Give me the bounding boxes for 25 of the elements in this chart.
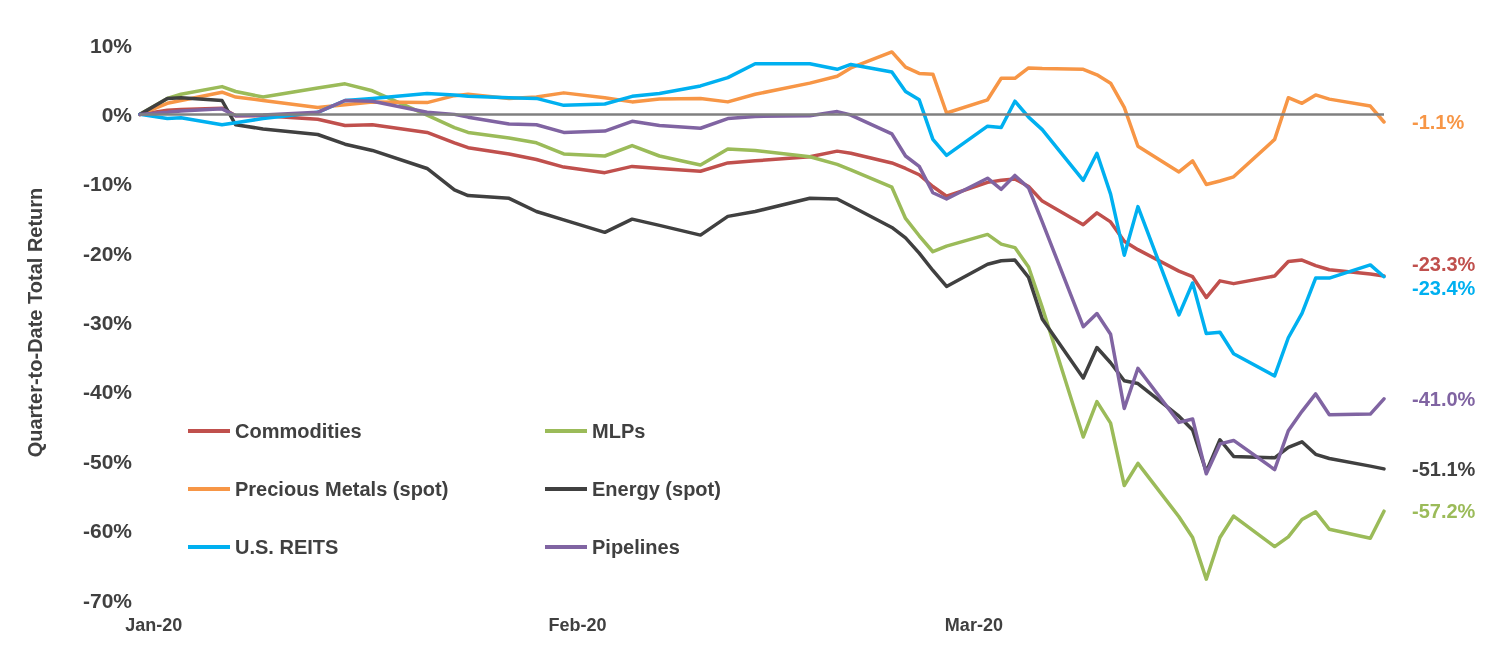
legend-label: Precious Metals (spot) — [235, 478, 449, 500]
data-label: -41.0% — [1412, 387, 1476, 410]
data-label: -23.3% — [1412, 253, 1476, 276]
x-tick-label: Mar-20 — [944, 615, 1003, 635]
y-tick-label: -40% — [82, 380, 133, 404]
legend-label: Pipelines — [592, 536, 680, 558]
y-tick-label: -10% — [82, 172, 133, 196]
y-tick-label: -60% — [82, 519, 133, 543]
y-tick-label: 10% — [89, 33, 133, 57]
x-tick-label: Jan-20 — [125, 615, 183, 635]
legend-label: Commodities — [235, 420, 362, 442]
legend-label: MLPs — [592, 420, 646, 442]
legend-label: U.S. REITS — [235, 536, 339, 558]
data-label: -57.2% — [1412, 500, 1476, 523]
y-tick-label: -70% — [82, 588, 133, 612]
y-axis-title: Quarter-to-Date Total Return — [24, 187, 46, 458]
data-label: -51.1% — [1412, 457, 1476, 480]
y-tick-label: -50% — [82, 449, 133, 473]
data-label: -1.1% — [1412, 111, 1465, 134]
data-label: -23.4% — [1412, 277, 1476, 300]
y-tick-label: 0% — [101, 102, 133, 126]
legend-label: Energy (spot) — [592, 478, 721, 500]
x-tick-label: Feb-20 — [548, 615, 607, 635]
y-tick-label: -30% — [82, 311, 133, 334]
y-tick-label: -20% — [82, 241, 133, 265]
